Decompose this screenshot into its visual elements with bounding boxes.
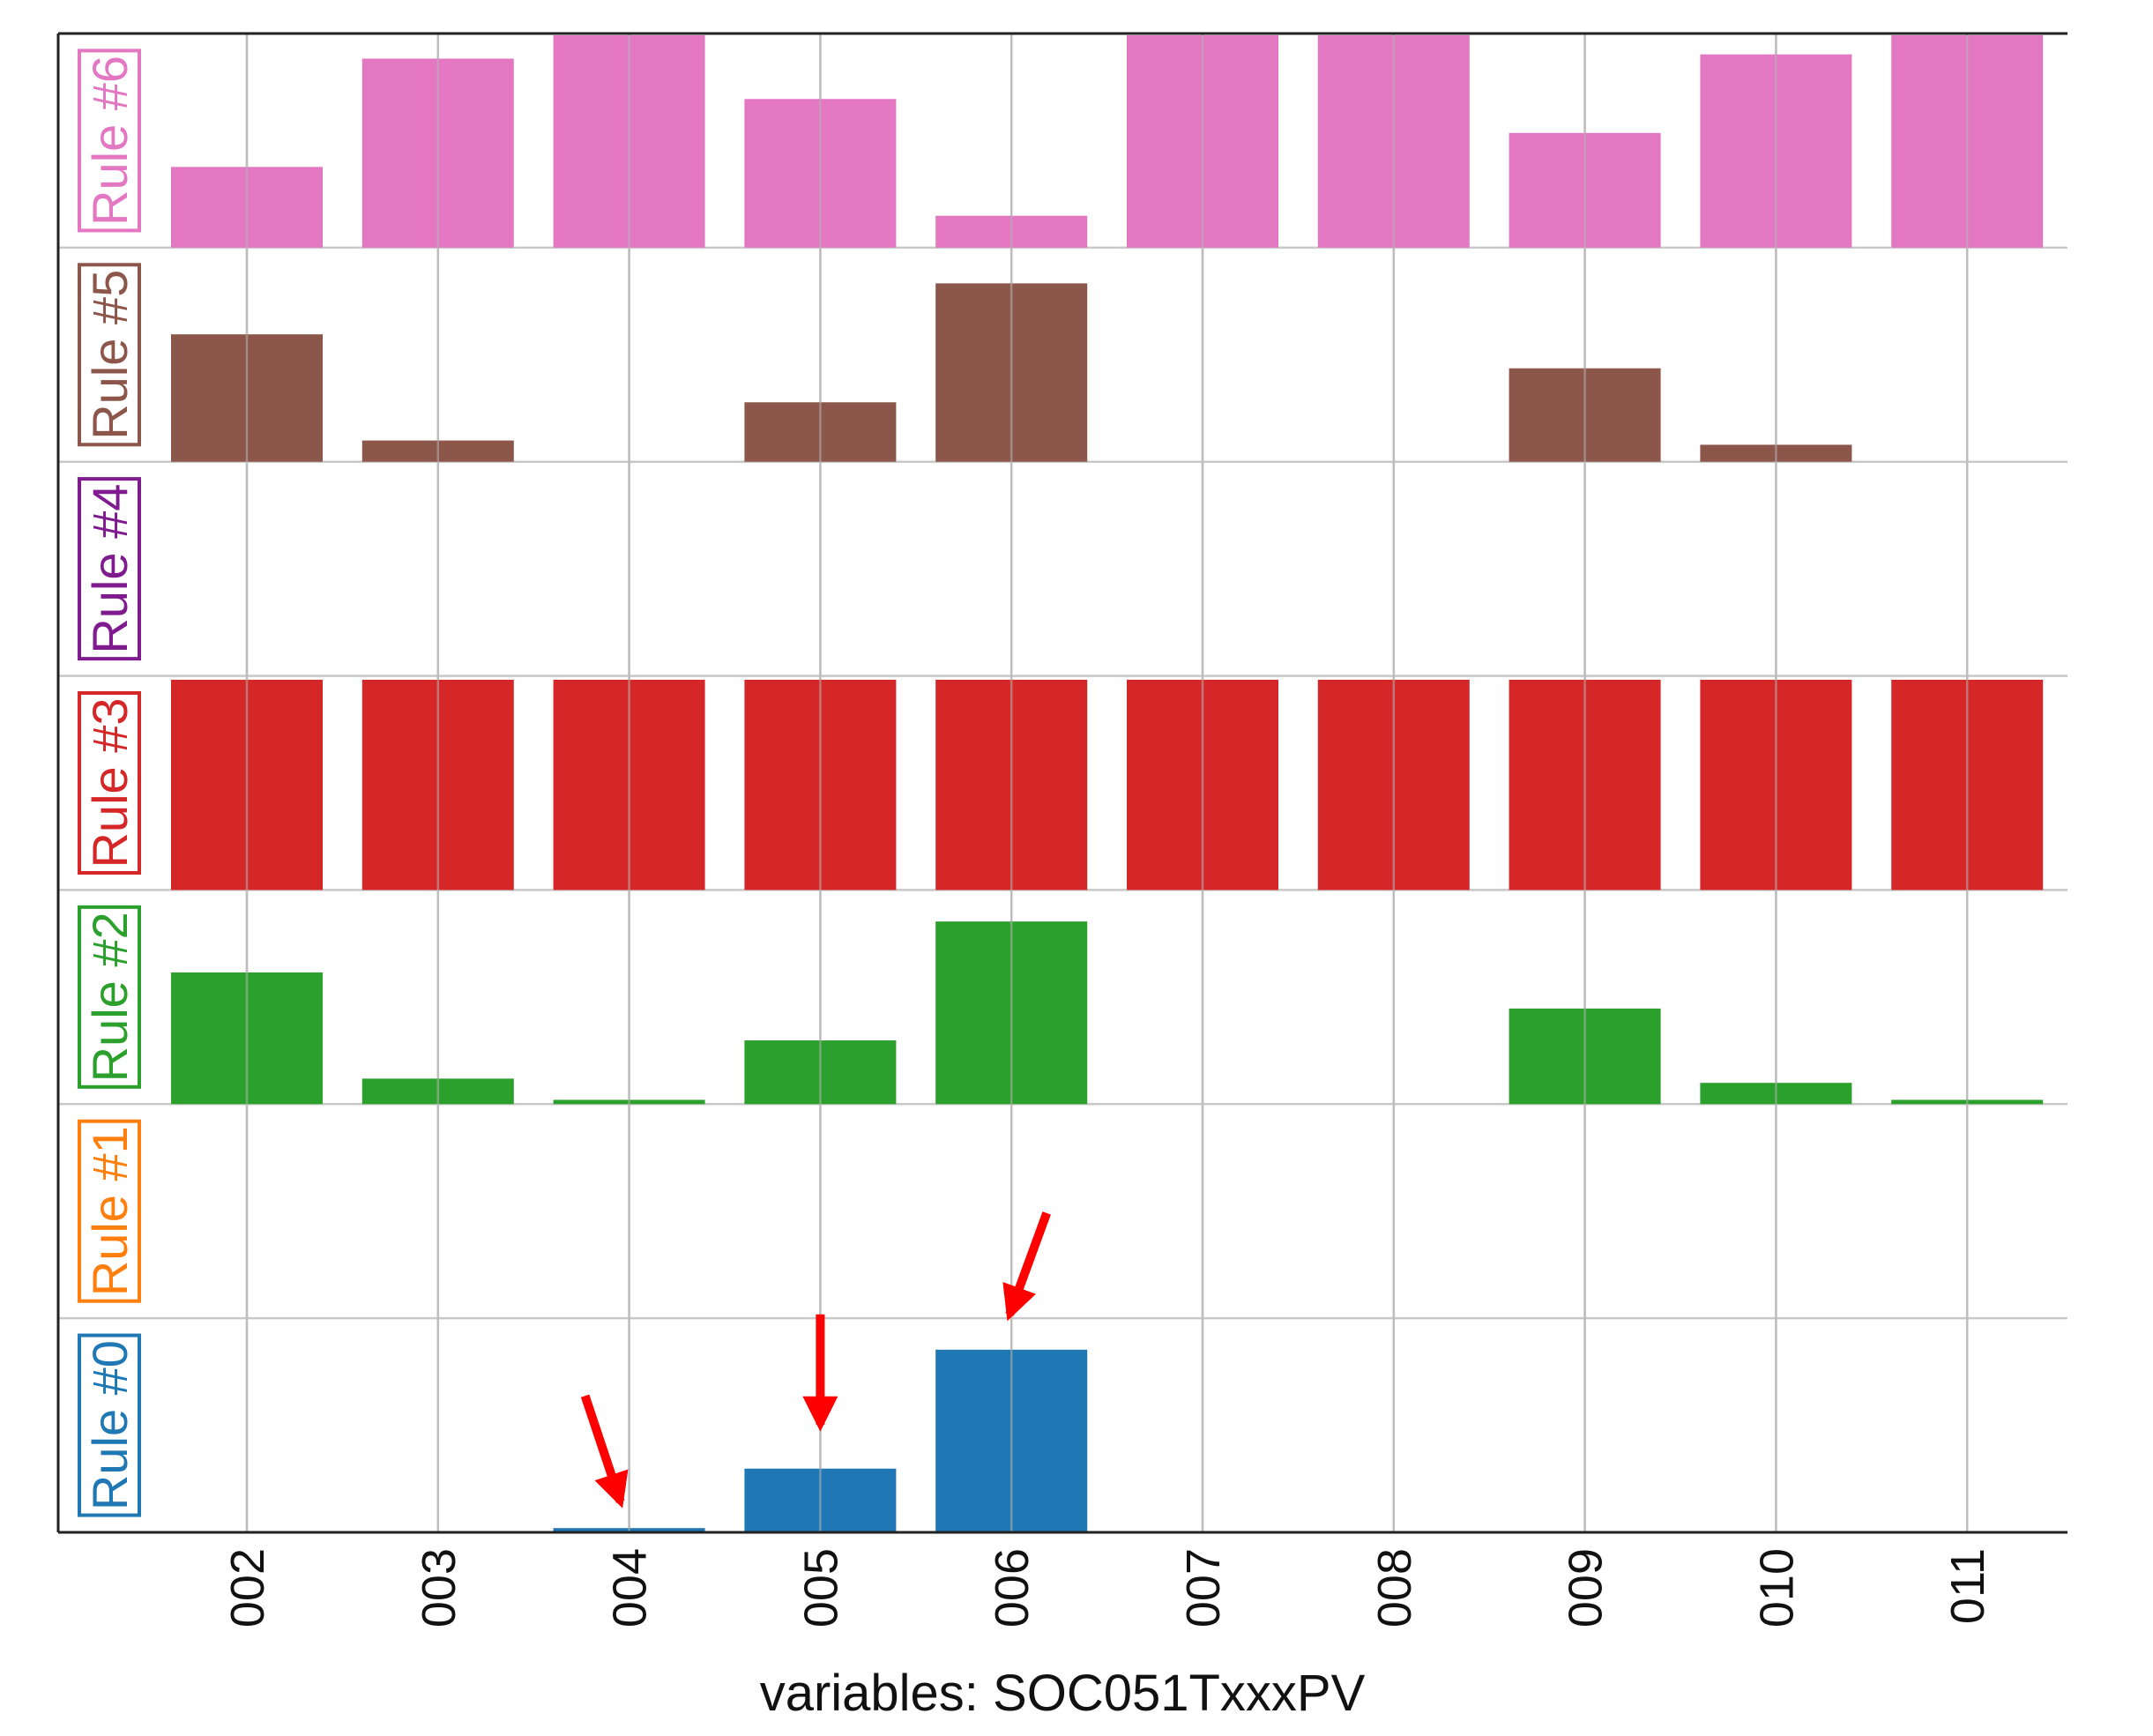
row-label-rule-4: Rule #4 — [78, 477, 141, 661]
x-tick-labels: 002 003 004 005 006 007 008 009 010 011 — [221, 1548, 1994, 1628]
annotations — [580, 1211, 1051, 1509]
axes — [56, 32, 2067, 1534]
row-label-text: Rule #3 — [82, 697, 138, 868]
x-axis-label: variables: SOC051TxxxPV — [760, 1665, 1366, 1722]
row-label-box — [78, 263, 141, 447]
x-tick-004: 004 — [604, 1548, 657, 1628]
row-label-rule-2: Rule #2 — [78, 905, 141, 1089]
row-label-text: Rule #6 — [82, 56, 138, 226]
row-label-text: Rule #5 — [82, 270, 138, 440]
annotation-arrow-004 — [580, 1394, 629, 1509]
x-tick-002: 002 — [221, 1548, 274, 1628]
row-label-box — [78, 48, 141, 233]
row-label-box — [78, 477, 141, 661]
row-label-rule-1: Rule #1 — [78, 1119, 141, 1303]
x-tick-009: 009 — [1560, 1548, 1613, 1628]
x-tick-010: 010 — [1750, 1548, 1803, 1628]
row-label-rule-0: Rule #0 — [78, 1333, 141, 1517]
x-tick-006: 006 — [986, 1548, 1039, 1628]
row-label-rule-3: Rule #3 — [78, 691, 141, 875]
x-tick-007: 007 — [1177, 1548, 1230, 1628]
row-label-box — [78, 1333, 141, 1517]
row-label-rule-5: Rule #5 — [78, 263, 141, 447]
bars — [171, 34, 2044, 1532]
row-label-rule-6: Rule #6 — [78, 48, 141, 233]
row-label-text: Rule #4 — [82, 484, 138, 654]
row-label-text: Rule #0 — [82, 1340, 138, 1510]
x-tick-011: 011 — [1941, 1548, 1994, 1624]
row-label-box — [78, 691, 141, 875]
x-tick-008: 008 — [1368, 1548, 1421, 1628]
x-tick-005: 005 — [794, 1548, 847, 1628]
row-label-text: Rule #1 — [82, 1126, 138, 1296]
x-tick-003: 003 — [413, 1548, 466, 1628]
row-labels: Rule #6 Rule #5 Rule #4 Rule #3 Rule #2 Rule … — [78, 48, 141, 1517]
row-label-box — [78, 905, 141, 1089]
row-label-text: Rule #2 — [82, 912, 138, 1082]
annotation-arrow-006 — [1002, 1211, 1051, 1322]
row-label-box — [78, 1119, 141, 1303]
